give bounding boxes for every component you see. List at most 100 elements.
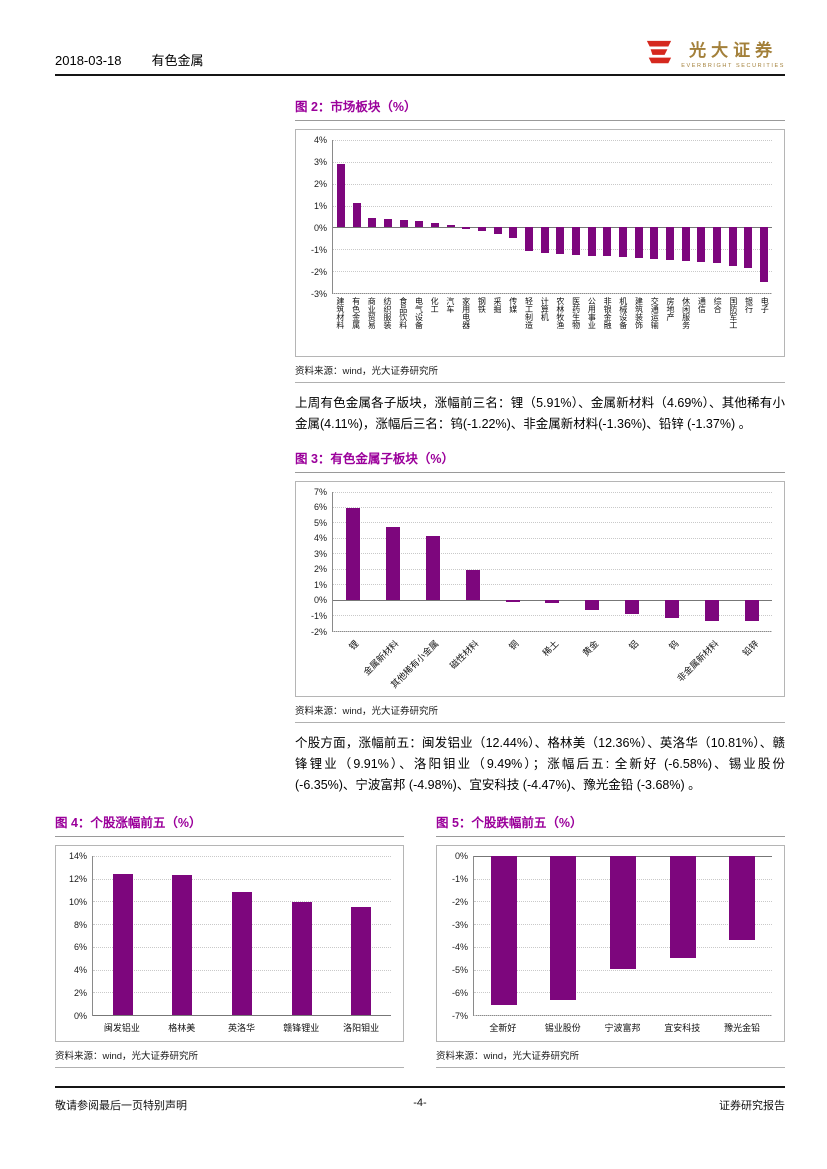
bar xyxy=(509,227,518,239)
x-axis-labels: 锂金属新材料 其他稀有小金属 磁性材料铜稀土 黄金铝钨非金属新材料 铅锌 xyxy=(332,632,772,692)
gridline xyxy=(333,271,772,273)
x-category-label: 汽车 xyxy=(445,297,455,313)
gridline xyxy=(474,969,772,971)
bar-slot xyxy=(584,140,600,293)
bar xyxy=(669,856,696,958)
bar xyxy=(540,227,549,253)
gridline xyxy=(333,249,772,251)
x-category-label: 非银金融 xyxy=(603,297,613,329)
y-tick-label: 2% xyxy=(313,179,327,189)
x-category-label: 公用事业 xyxy=(587,297,597,329)
y-tick-label: -5% xyxy=(451,965,468,976)
bar xyxy=(609,856,636,970)
figure-5: 图 5：个股跌幅前五（%） 0% -1% -2% -3% -4% -5% -6% -7% 全新… xyxy=(436,812,785,1068)
plot-area xyxy=(473,856,772,1016)
x-category-label: 磁性材料 xyxy=(447,637,481,671)
figure-3: 图 3：有色金属子板块（%） 7% 6% 5% 4% 3% 2% 1% 0% -1% -2% 锂金… xyxy=(295,448,785,723)
bar xyxy=(556,227,565,254)
figure-3-source: 资料来源：wind，光大证券研究所 xyxy=(295,703,785,723)
x-category-label: 机械设备 xyxy=(618,297,628,329)
bar-slot xyxy=(534,856,594,1015)
gridline xyxy=(333,205,772,207)
chart-area: 0% -1% -2% -3% -4% -5% -6% -7% xyxy=(443,851,772,1021)
bar xyxy=(291,902,312,1015)
bar xyxy=(634,227,643,259)
bar-slot xyxy=(646,140,662,293)
figure-2-title: 图 2：市场板块（%） xyxy=(295,96,785,121)
bar xyxy=(383,218,392,228)
gridline xyxy=(333,506,772,508)
bar-slot xyxy=(533,492,573,631)
page-number: -4- xyxy=(413,1097,427,1109)
figure-4: 图 4：个股涨幅前五（%） 14% 12% 10% 8% 6% 4% 2% 0% 闽发铝业 格林… xyxy=(55,812,404,1068)
y-tick-label: -1% xyxy=(310,610,327,621)
x-category-label: 通信 xyxy=(697,297,707,313)
y-tick-label: 1% xyxy=(313,579,327,590)
bar-series xyxy=(333,140,772,293)
bar xyxy=(712,227,721,264)
y-tick-label: 3% xyxy=(313,548,327,559)
bottom-figure-row: 图 4：个股涨幅前五（%） 14% 12% 10% 8% 6% 4% 2% 0% 闽发铝业 格林… xyxy=(55,812,785,1072)
bar xyxy=(744,227,753,268)
y-axis: 7% 6% 5% 4% 3% 2% 1% 0% -1% -2% xyxy=(302,487,332,637)
gridline xyxy=(333,183,772,185)
bar-slot xyxy=(631,140,647,293)
y-tick-label: -4% xyxy=(451,942,468,953)
x-category-label: 家用电器 xyxy=(461,297,471,329)
bar xyxy=(524,227,533,252)
bar-slot xyxy=(474,140,490,293)
bar-slot xyxy=(373,492,413,631)
x-category-label: 建筑材料 xyxy=(335,297,345,329)
bar-slot xyxy=(490,140,506,293)
bar-slot xyxy=(521,140,537,293)
x-category-label: 计算机 xyxy=(540,297,550,321)
paragraph-subsector-summary: 上周有色金属各子版块，涨幅前三名：锂（5.91%）、金属新材料（4.69%）、其… xyxy=(295,396,785,432)
figure-2-chart: 4% 3% 2% 1% 0% -1% -2% -3% 建筑材料 有色金属 商业贸易 纺织服装 食品饮料… xyxy=(295,129,785,357)
y-tick-label: 0% xyxy=(313,595,327,606)
x-category-label: 有色金属 xyxy=(351,297,361,329)
figure-5-title: 图 5：个股跌幅前五（%） xyxy=(436,812,785,837)
bar xyxy=(650,227,659,260)
y-tick-label: -6% xyxy=(451,988,468,999)
bar-slot xyxy=(709,140,725,293)
x-category-label: 化工 xyxy=(430,297,440,313)
bar-slot xyxy=(662,140,678,293)
bar-slot xyxy=(712,856,772,1015)
bar-slot xyxy=(732,492,772,631)
bar xyxy=(477,227,486,231)
x-category-label: 赣锋锂业 xyxy=(283,1023,320,1033)
bar xyxy=(368,217,377,228)
x-category-label: 房地产 xyxy=(665,297,675,321)
bar xyxy=(446,225,455,228)
footer-disclaimer: 敬请参阅最后一页特别声明 xyxy=(55,1100,187,1112)
x-category-label: 英洛华 xyxy=(227,1023,255,1033)
x-category-label: 铅锌 xyxy=(740,637,761,658)
plot-area xyxy=(332,491,772,632)
bar-slot xyxy=(458,140,474,293)
logo-text-block: 光大证券 EVERBRIGHT SECURITIES xyxy=(681,36,785,69)
bar-slot xyxy=(333,140,349,293)
bar xyxy=(351,907,372,1015)
bar xyxy=(697,227,706,263)
y-axis: 14% 12% 10% 8% 6% 4% 2% 0% xyxy=(62,851,92,1021)
bar-slot xyxy=(593,856,653,1015)
figure-3-chart: 7% 6% 5% 4% 3% 2% 1% 0% -1% -2% 锂金属新材料 其他稀有小金属 磁性材料… xyxy=(295,480,785,697)
y-tick-label: 4% xyxy=(313,135,327,145)
x-category-label: 休闲服务 xyxy=(681,297,691,329)
x-category-label: 银行 xyxy=(744,297,754,313)
x-category-label: 建筑装饰 xyxy=(634,297,644,329)
bar xyxy=(490,856,517,1006)
y-tick-label: 0% xyxy=(313,223,327,233)
bar xyxy=(665,599,680,619)
y-tick-label: -1% xyxy=(310,245,327,255)
x-category-label: 宜安科技 xyxy=(664,1023,701,1033)
report-category: 有色金属 xyxy=(151,53,204,68)
bar-slot xyxy=(572,492,612,631)
plot-area xyxy=(332,140,772,294)
bar-series xyxy=(93,856,391,1015)
y-tick-label: 12% xyxy=(68,873,87,884)
x-category-label: 电气设备 xyxy=(414,297,424,329)
gridline xyxy=(474,1015,772,1016)
x-category-label: 稀土 xyxy=(540,637,561,658)
bar xyxy=(462,227,471,229)
